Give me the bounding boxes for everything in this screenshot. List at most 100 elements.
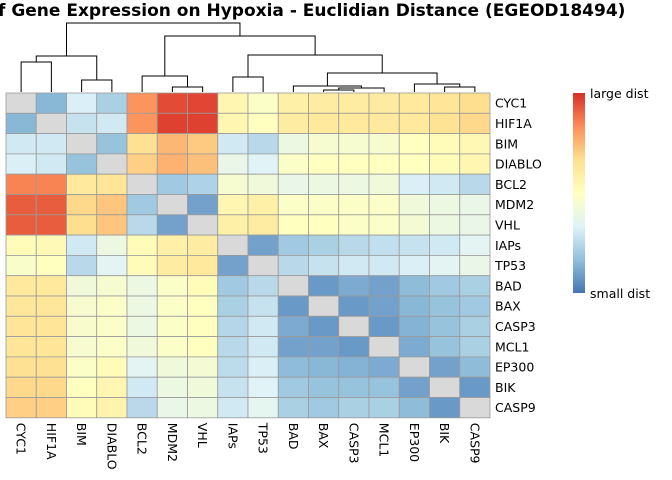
heatmap-cell-VHL-CASP9 — [459, 214, 491, 236]
heatmap-cell-BIM-CASP3 — [338, 133, 370, 155]
heatmap-cell-MCL1-IAPs — [217, 336, 249, 358]
heatmap-cell-DIABLO-DIABLO — [96, 153, 128, 175]
dendrogram-branch — [141, 75, 188, 92]
row-label-EP300: EP300 — [495, 360, 534, 375]
heatmap-cell-BIK-MDM2 — [156, 376, 188, 398]
heatmap-cell-BAX-MDM2 — [156, 295, 188, 317]
heatmap-cell-CASP3-BIK — [429, 315, 461, 337]
heatmap-cell-CASP9-DIABLO — [96, 397, 128, 419]
heatmap-cell-BAD-VHL — [187, 275, 219, 297]
heatmap-cell-MCL1-TP53 — [247, 336, 279, 358]
heatmap-cell-TP53-CYC1 — [5, 254, 37, 277]
heatmap-cell-BAX-BCL2 — [126, 295, 158, 317]
column-label-HIF1A: HIF1A — [44, 423, 59, 460]
heatmap-cell-VHL-TP53 — [247, 214, 279, 236]
heatmap-cell-TP53-BCL2 — [126, 254, 158, 277]
heatmap-cell-BCL2-BIM — [66, 173, 98, 195]
heatmap-cell-VHL-IAPs — [217, 214, 249, 236]
column-label-BIK: BIK — [437, 423, 452, 444]
heatmap-cell-VHL-BCL2 — [126, 214, 158, 236]
row-label-BAX: BAX — [495, 299, 521, 314]
heatmap-cell-BAD-BIM — [66, 275, 98, 297]
heatmap-cell-HIF1A-BAD — [277, 112, 309, 135]
column-label-CASP3: CASP3 — [346, 423, 361, 464]
heatmap-cell-IAPs-DIABLO — [96, 234, 128, 256]
heatmap-cell-BIM-BIK — [429, 133, 461, 155]
heatmap-cell-CYC1-BIK — [429, 92, 461, 114]
heatmap-cell-TP53-MDM2 — [156, 254, 188, 277]
heatmap-cell-CASP9-BIK — [429, 397, 461, 419]
dendrogram-branch — [35, 55, 98, 80]
heatmap-cell-CASP9-BAD — [277, 397, 309, 419]
heatmap-cell-MCL1-BAX — [308, 336, 340, 358]
heatmap-cell-CASP3-MCL1 — [368, 315, 400, 337]
heatmap-cell-MDM2-IAPs — [217, 194, 249, 216]
heatmap-cell-MDM2-BCL2 — [126, 194, 158, 216]
heatmap-cell-BCL2-MCL1 — [368, 173, 400, 195]
heatmap-cell-MCL1-CYC1 — [5, 336, 37, 358]
heatmap-cell-HIF1A-MDM2 — [156, 112, 188, 135]
heatmap-cell-DIABLO-BCL2 — [126, 153, 158, 175]
heatmap-cell-EP300-MCL1 — [368, 356, 400, 378]
row-label-IAPs: IAPs — [495, 238, 521, 253]
heatmap-cell-CYC1-BIM — [66, 92, 98, 114]
heatmap-cell-VHL-MCL1 — [368, 214, 400, 236]
heatmap-cell-CYC1-BAX — [308, 92, 340, 114]
heatmap-cell-BCL2-BCL2 — [126, 173, 158, 195]
heatmap-cell-CASP9-CASP3 — [338, 397, 370, 419]
heatmap-cell-MCL1-MCL1 — [368, 336, 400, 358]
heatmap-cell-EP300-MDM2 — [156, 356, 188, 378]
heatmap-cell-BCL2-BAX — [308, 173, 340, 195]
heatmap-cell-VHL-BAX — [308, 214, 340, 236]
heatmap-cell-DIABLO-IAPs — [217, 153, 249, 175]
heatmap-cell-CASP9-BAX — [308, 397, 340, 419]
heatmap-cell-CYC1-EP300 — [398, 92, 430, 114]
column-label-EP300: EP300 — [407, 423, 422, 462]
dendrogram-branch — [171, 86, 204, 92]
heatmap-cell-BIK-BCL2 — [126, 376, 158, 398]
heatmap-cell-HIF1A-CASP3 — [338, 112, 370, 135]
heatmap-cell-HIF1A-HIF1A — [35, 112, 67, 135]
column-label-IAPs: IAPs — [225, 423, 240, 449]
heatmap-cell-CYC1-BCL2 — [126, 92, 158, 114]
heatmap-cell-MDM2-MDM2 — [156, 194, 188, 216]
heatmap-cell-BAX-VHL — [187, 295, 219, 317]
heatmap-cell-BIK-CASP9 — [459, 376, 491, 398]
heatmap-cell-CYC1-VHL — [187, 92, 219, 114]
heatmap-cell-TP53-DIABLO — [96, 254, 128, 277]
heatmap-cell-MCL1-VHL — [187, 336, 219, 358]
heatmap-cell-CYC1-CASP9 — [459, 92, 491, 114]
heatmap-cell-IAPs-TP53 — [247, 234, 279, 256]
heatmap-cell-IAPs-MDM2 — [156, 234, 188, 256]
heatmap-cell-BAX-CASP3 — [338, 295, 370, 317]
heatmap-cell-BIM-IAPs — [217, 133, 249, 155]
heatmap-cell-MCL1-BAD — [277, 336, 309, 358]
row-label-CYC1: CYC1 — [495, 96, 527, 111]
heatmap-cell-BAD-BAX — [308, 275, 340, 297]
heatmap-cell-TP53-EP300 — [398, 254, 430, 277]
heatmap-cell-IAPs-CASP9 — [459, 234, 491, 256]
heatmap-cell-BCL2-CASP3 — [338, 173, 370, 195]
heatmap-cell-MCL1-CASP9 — [459, 336, 491, 358]
dendrogram-branch — [323, 89, 355, 92]
heatmap-cell-BAX-CASP9 — [459, 295, 491, 317]
heatmap-cell-MCL1-CASP3 — [338, 336, 370, 358]
row-label-BIK: BIK — [495, 380, 516, 395]
heatmap-cell-CASP9-EP300 — [398, 397, 430, 419]
heatmap-cell-VHL-CASP3 — [338, 214, 370, 236]
heatmap-cell-HIF1A-EP300 — [398, 112, 430, 135]
column-label-BCL2: BCL2 — [135, 423, 150, 455]
heatmap-cell-BCL2-MDM2 — [156, 173, 188, 195]
heatmap-cell-BIM-BAD — [277, 133, 309, 155]
heatmap-cell-HIF1A-BAX — [308, 112, 340, 135]
heatmap-cell-BIK-HIF1A — [35, 376, 67, 398]
heatmap-cell-CASP9-BIM — [66, 397, 98, 419]
heatmap-cell-VHL-BIM — [66, 214, 98, 236]
heatmap-cell-CASP3-CASP3 — [338, 315, 370, 337]
heatmap-cell-BAX-BAX — [308, 295, 340, 317]
column-label-BAX: BAX — [316, 423, 331, 449]
heatmap-cell-DIABLO-MDM2 — [156, 153, 188, 175]
heatmap-cell-CASP3-BCL2 — [126, 315, 158, 337]
heatmap-cell-BCL2-BIK — [429, 173, 461, 195]
heatmap-cell-DIABLO-HIF1A — [35, 153, 67, 175]
